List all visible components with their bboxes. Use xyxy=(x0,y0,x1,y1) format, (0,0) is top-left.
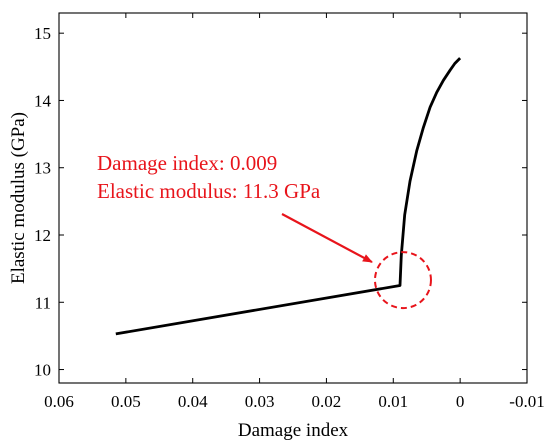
y-tick-label: 12 xyxy=(34,226,51,245)
x-tick-label: 0.05 xyxy=(111,392,141,411)
x-tick-label: -0.01 xyxy=(509,392,544,411)
x-tick-label: 0.04 xyxy=(178,392,208,411)
series-line xyxy=(115,57,462,336)
y-tick-label: 13 xyxy=(34,159,51,178)
y-tick-label: 14 xyxy=(34,91,52,110)
annotation-elastic-modulus: Elastic modulus: 11.3 GPa xyxy=(97,179,321,203)
x-tick-label: 0.03 xyxy=(245,392,275,411)
x-tick-label: 0 xyxy=(456,392,465,411)
x-tick-label: 0.02 xyxy=(312,392,342,411)
y-tick-label: 11 xyxy=(35,293,51,312)
ticks-layer: 0.06 0.05 0.04 0.03 0.02 0.01 0 -0.01 10 11 12 13 14… xyxy=(34,13,545,411)
x-axis-label: Damage index xyxy=(238,420,349,441)
y-tick-label: 15 xyxy=(34,24,51,43)
plot-background xyxy=(59,13,527,383)
annotation-damage-index: Damage index: 0.009 xyxy=(97,151,277,175)
x-tick-label: 0.06 xyxy=(44,392,74,411)
y-tick-label: 10 xyxy=(34,361,51,380)
annotation-arrow xyxy=(281,213,373,264)
x-tick-label: 0.01 xyxy=(378,392,408,411)
highlight-circle xyxy=(373,251,432,310)
plot-frame xyxy=(58,12,528,384)
y-axis-label: Elastic modulus (GPa) xyxy=(8,112,29,284)
